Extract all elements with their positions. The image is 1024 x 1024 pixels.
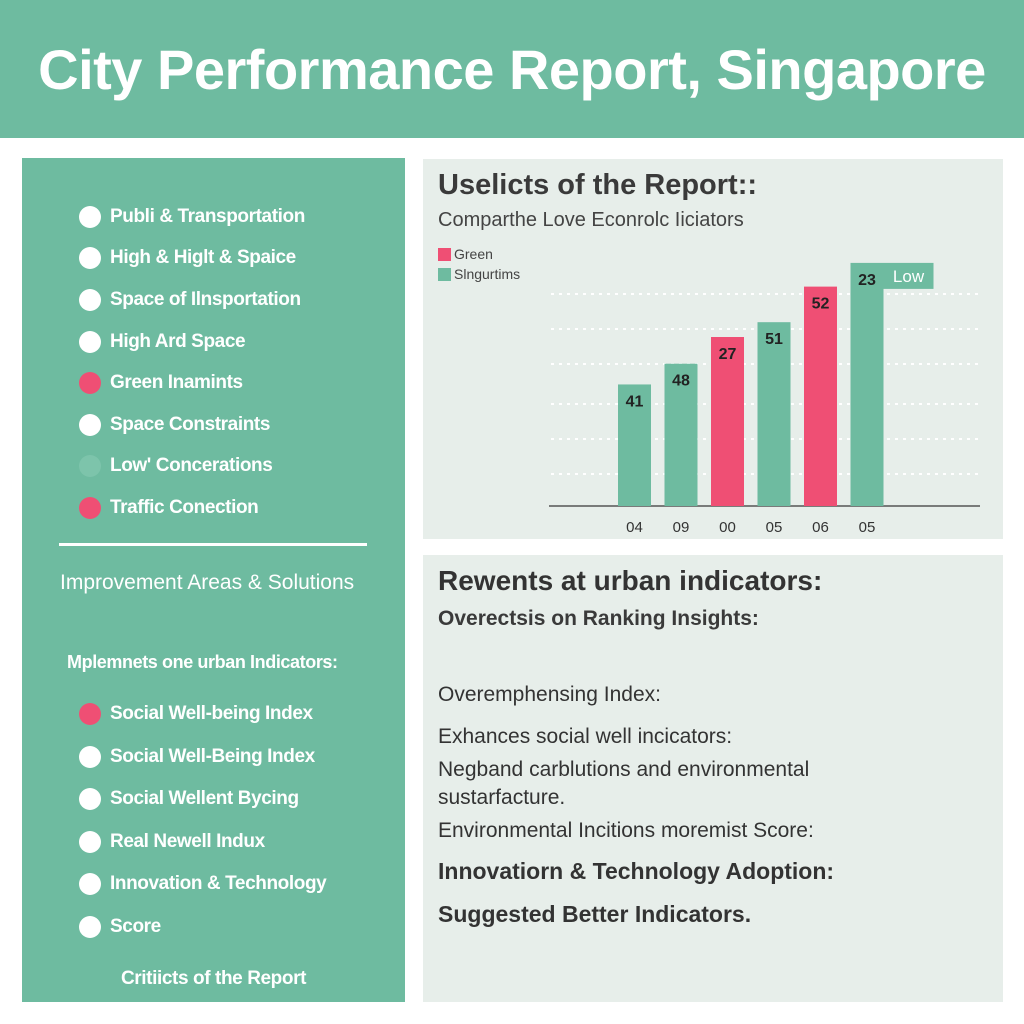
- sidebar-item-label: Green Inamints: [110, 372, 243, 394]
- bar-data-label: 27: [719, 346, 737, 363]
- sidebar-list-item: Low' Concerations: [79, 446, 305, 488]
- bullet-dot-icon: [79, 455, 101, 478]
- sidebar-list-item: Publi & Transportation: [79, 196, 305, 238]
- sidebar-item-label: Space Constraints: [110, 413, 271, 435]
- insight-bold-line: Innovatiorn & Technology Adoption:: [438, 858, 835, 884]
- annotation-box: [883, 262, 934, 289]
- bullet-dot-icon: [79, 745, 101, 768]
- sidebar-list-item: Social Wellent Bycing: [79, 778, 326, 821]
- legend-item-green: Green: [438, 244, 520, 264]
- implements-heading: Mplemnets one urban Indicators:: [67, 652, 338, 672]
- x-tick-label: 04: [626, 519, 643, 536]
- sidebar-item-label: Low' Concerations: [110, 455, 273, 477]
- bullet-dot-icon: [79, 288, 101, 311]
- sidebar-list-item: Real Newell Indux: [79, 821, 326, 864]
- page-title: City Performance Report, Singapore: [38, 37, 986, 101]
- sidebar-list-bottom: Social Well-being Index Social Well-Being…: [79, 693, 327, 949]
- legend-item-teal: Slngurtims: [438, 264, 520, 284]
- sidebar-item-label: Social Well-being Index: [110, 703, 313, 725]
- sidebar-item-label: Traffic Conection: [110, 496, 259, 518]
- bar-data-label: 41: [626, 393, 644, 410]
- bullet-dot-icon: [79, 247, 101, 270]
- x-tick-label: 09: [673, 519, 690, 536]
- legend-label: Green: [454, 246, 493, 262]
- bullet-dot-icon: [79, 205, 101, 228]
- sidebar-footer: Critiicts of the Report: [120, 968, 307, 989]
- bullet-dot-icon: [79, 703, 101, 726]
- x-tick-label: 06: [812, 519, 829, 536]
- chart-panel: Uselicts of the Report:: Comparthe Love …: [423, 159, 1003, 539]
- bar-data-label: 52: [812, 296, 830, 313]
- sidebar-list-item: Space of Ilnsportation: [79, 279, 305, 321]
- sidebar-item-label: Publi & Transportation: [110, 205, 305, 227]
- bullet-dot-icon: [79, 915, 101, 938]
- bar-data-label: 48: [672, 373, 690, 390]
- header-banner: City Performance Report, Singapore: [0, 0, 1024, 138]
- bullet-dot-icon: [79, 372, 101, 395]
- sidebar-list-item: Social Well-being Index: [79, 693, 326, 736]
- bullet-dot-icon: [79, 830, 101, 853]
- sidebar-item-label: Social Wellent Bycing: [110, 788, 299, 810]
- bar-chart: 41 04 48 09 27 00 51 05 52 06 23 05 Low: [549, 262, 980, 536]
- legend-swatch-teal: [438, 267, 451, 281]
- sidebar-list-item: Green Inamints: [79, 362, 305, 404]
- legend-swatch-pink: [438, 247, 451, 261]
- bar: [850, 262, 884, 506]
- chart-title: Uselicts of the Report::: [438, 169, 758, 201]
- sidebar: Publi & Transportation High & Higlt & Spa…: [22, 158, 405, 1002]
- insights-subtitle: Overectsis on Ranking Insights:: [438, 607, 759, 630]
- bullet-dot-icon: [79, 788, 101, 811]
- bar-data-label: 23: [858, 272, 876, 289]
- insight-bold-line: Suggested Better Indicators.: [438, 901, 752, 927]
- insight-line: Exhances social well incicators:: [438, 725, 733, 748]
- sidebar-list-item: Innovation & Technology: [79, 863, 327, 906]
- sidebar-list-item: High & Higlt & Spaice: [79, 238, 305, 280]
- bullet-dot-icon: [79, 873, 101, 896]
- bar: [757, 322, 791, 506]
- bar: [804, 286, 837, 506]
- sidebar-item-label: Real Newell Indux: [110, 830, 265, 852]
- bullet-dot-icon: [79, 330, 101, 353]
- bar-data-label: 51: [765, 331, 783, 348]
- sidebar-item-label: High & Higlt & Spaice: [110, 247, 296, 269]
- sidebar-item-label: Score: [110, 915, 161, 937]
- bullet-dot-icon: [79, 413, 101, 436]
- sidebar-list-item: Space Constraints: [79, 404, 305, 446]
- sidebar-list-top: Publi & Transportation High & Higlt & Spa…: [79, 196, 305, 529]
- insights-panel: Rewents at urban indicators: Overectsis …: [423, 555, 1003, 1002]
- legend-label: Slngurtims: [454, 266, 521, 282]
- chart-legend: Green Slngurtims: [438, 244, 520, 284]
- sidebar-item-label: High Ard Space: [110, 330, 246, 352]
- sidebar-list-item: Traffic Conection: [79, 487, 305, 529]
- sidebar-list-item: Score: [79, 906, 326, 949]
- insight-line: Overemphensing Index:: [438, 683, 661, 706]
- bullet-dot-icon: [79, 496, 101, 519]
- insight-line: Negband carblutions and environmental su…: [438, 758, 810, 809]
- chart-subtitle: Comparthe Love Econrolc Iiciators: [438, 209, 744, 231]
- insights-title: Rewents at urban indicators:: [438, 565, 823, 596]
- sidebar-item-label: Space of Ilnsportation: [110, 288, 301, 310]
- bar: [664, 363, 698, 506]
- sidebar-item-label: Innovation & Technology: [110, 873, 327, 895]
- sidebar-divider: [59, 543, 367, 546]
- sidebar-item-label: Social Well-Being Index: [110, 745, 315, 767]
- bar: [618, 384, 651, 506]
- improvement-heading: Improvement Areas & Solutions: [60, 571, 355, 594]
- x-tick-label: 00: [719, 519, 736, 536]
- insight-line: Environmental Incitions moremist Score:: [438, 819, 814, 842]
- annotation-label: Low: [893, 267, 925, 286]
- sidebar-list-item: High Ard Space: [79, 321, 305, 363]
- bar: [711, 337, 744, 506]
- sidebar-list-item: Social Well-Being Index: [79, 736, 326, 779]
- x-tick-label: 05: [766, 519, 783, 536]
- x-tick-label: 05: [859, 519, 876, 536]
